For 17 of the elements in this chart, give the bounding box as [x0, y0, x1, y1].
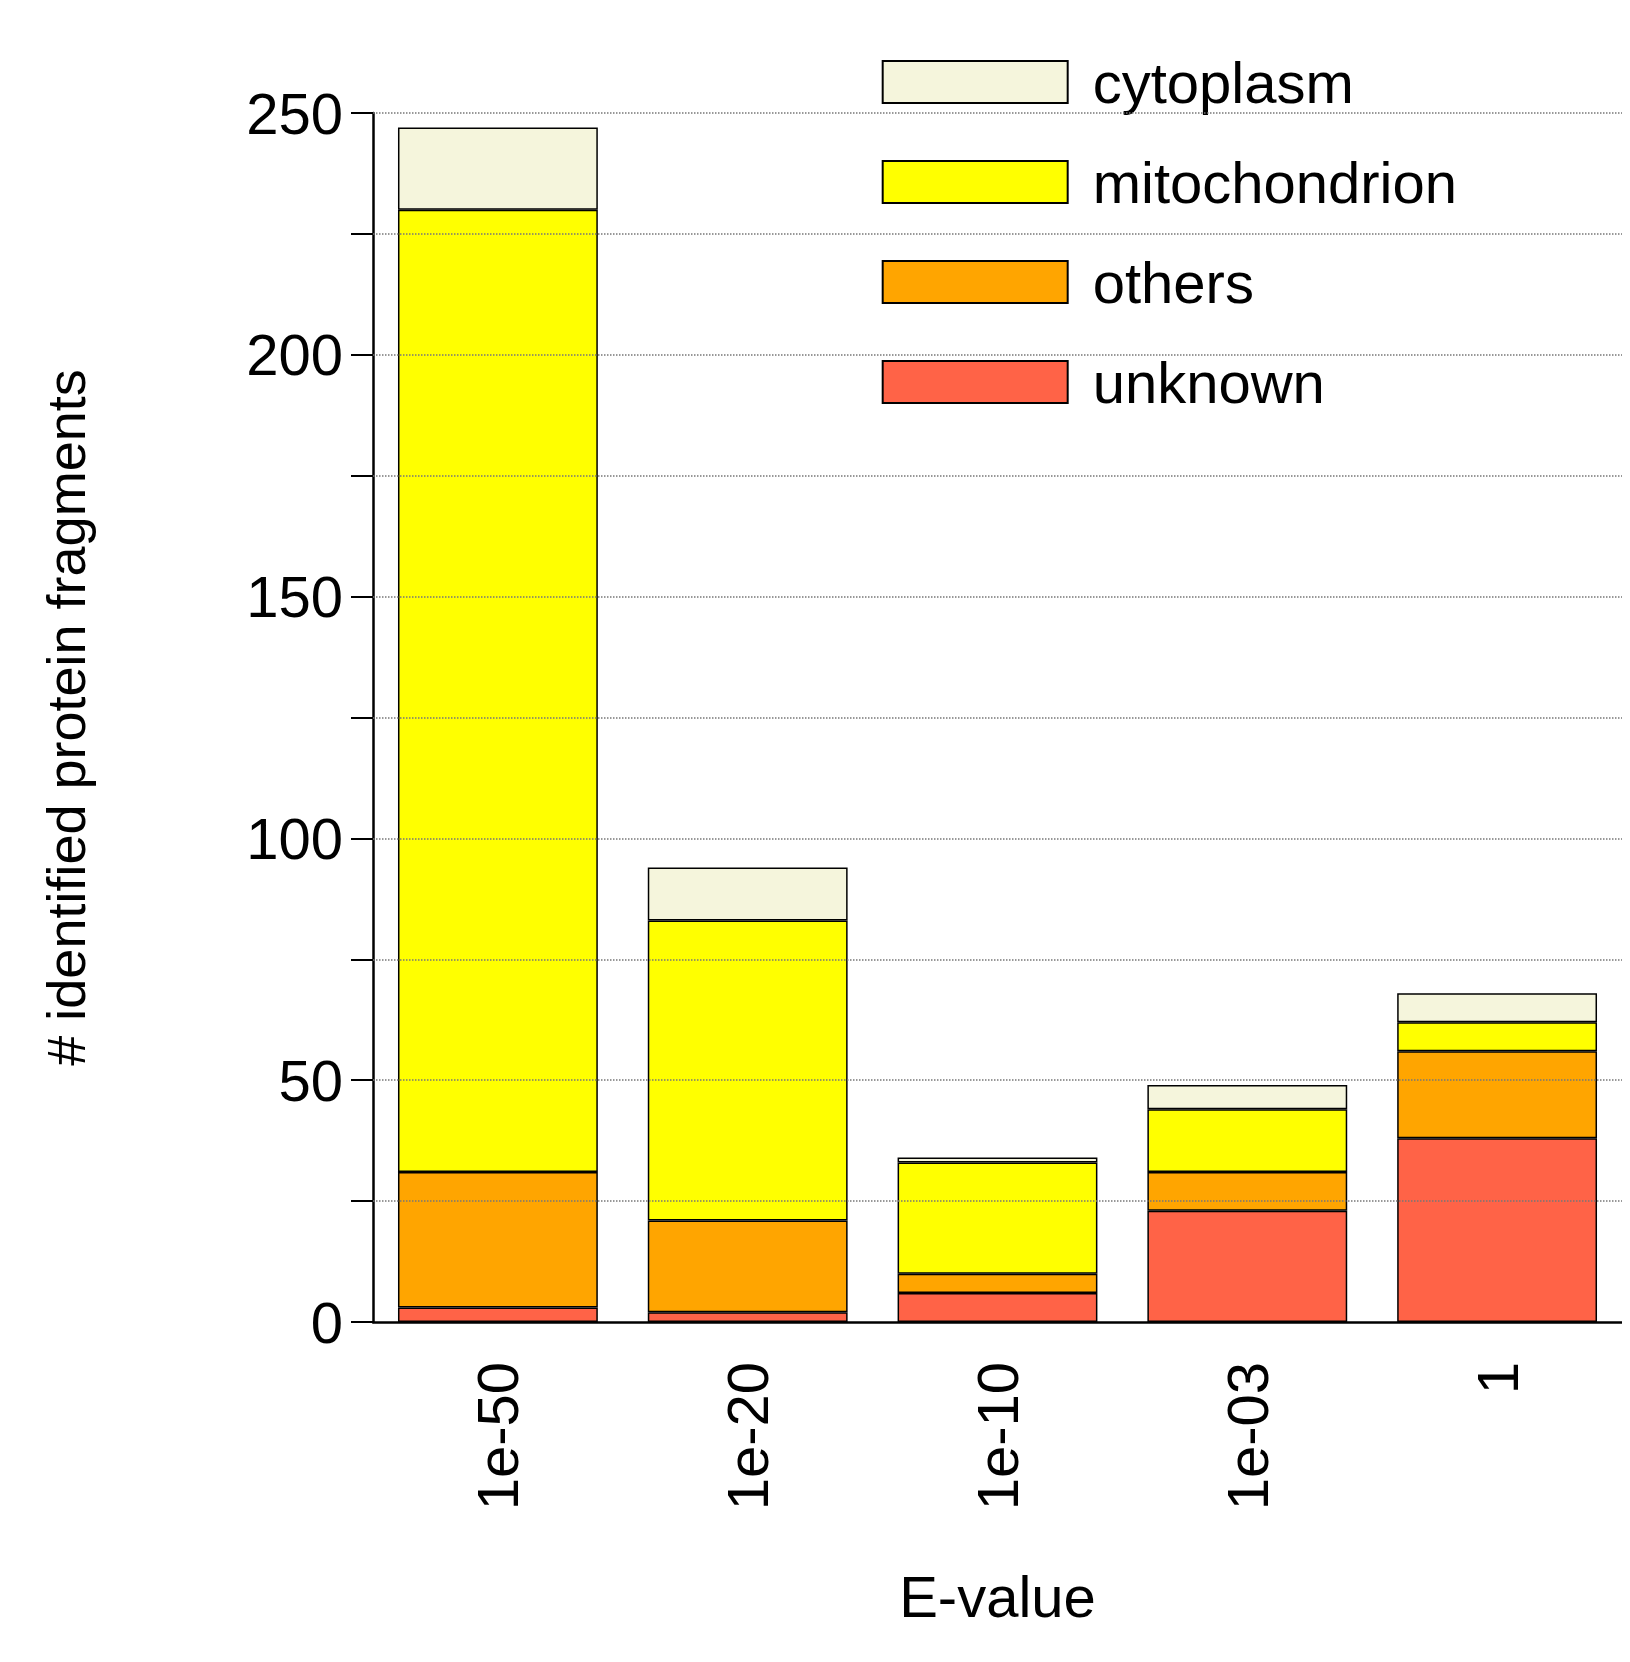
y-tick-label: 100: [246, 805, 343, 871]
legend-label: cytoplasm: [1092, 49, 1354, 115]
legend-label: unknown: [1092, 349, 1325, 415]
legend-label: mitochondrion: [1092, 149, 1457, 215]
x-axis-title: E-value: [899, 1563, 1096, 1629]
y-axis-title: # identified protein fragments: [36, 369, 96, 1066]
y-tick-label: 250: [246, 80, 343, 146]
x-tick-label: 1e-50: [465, 1362, 531, 1511]
y-tick-label: 50: [278, 1047, 343, 1113]
y-tick-label: 150: [246, 564, 343, 630]
legend-label: others: [1092, 249, 1254, 315]
x-tick-label: 1: [1464, 1362, 1530, 1395]
x-tick-label: 1e-10: [965, 1362, 1030, 1511]
x-tick-label: 1e-03: [1214, 1362, 1280, 1511]
y-tick-label: 200: [246, 322, 343, 388]
y-tick-label: 0: [310, 1289, 343, 1355]
x-tick-label: 1e-20: [715, 1362, 781, 1511]
